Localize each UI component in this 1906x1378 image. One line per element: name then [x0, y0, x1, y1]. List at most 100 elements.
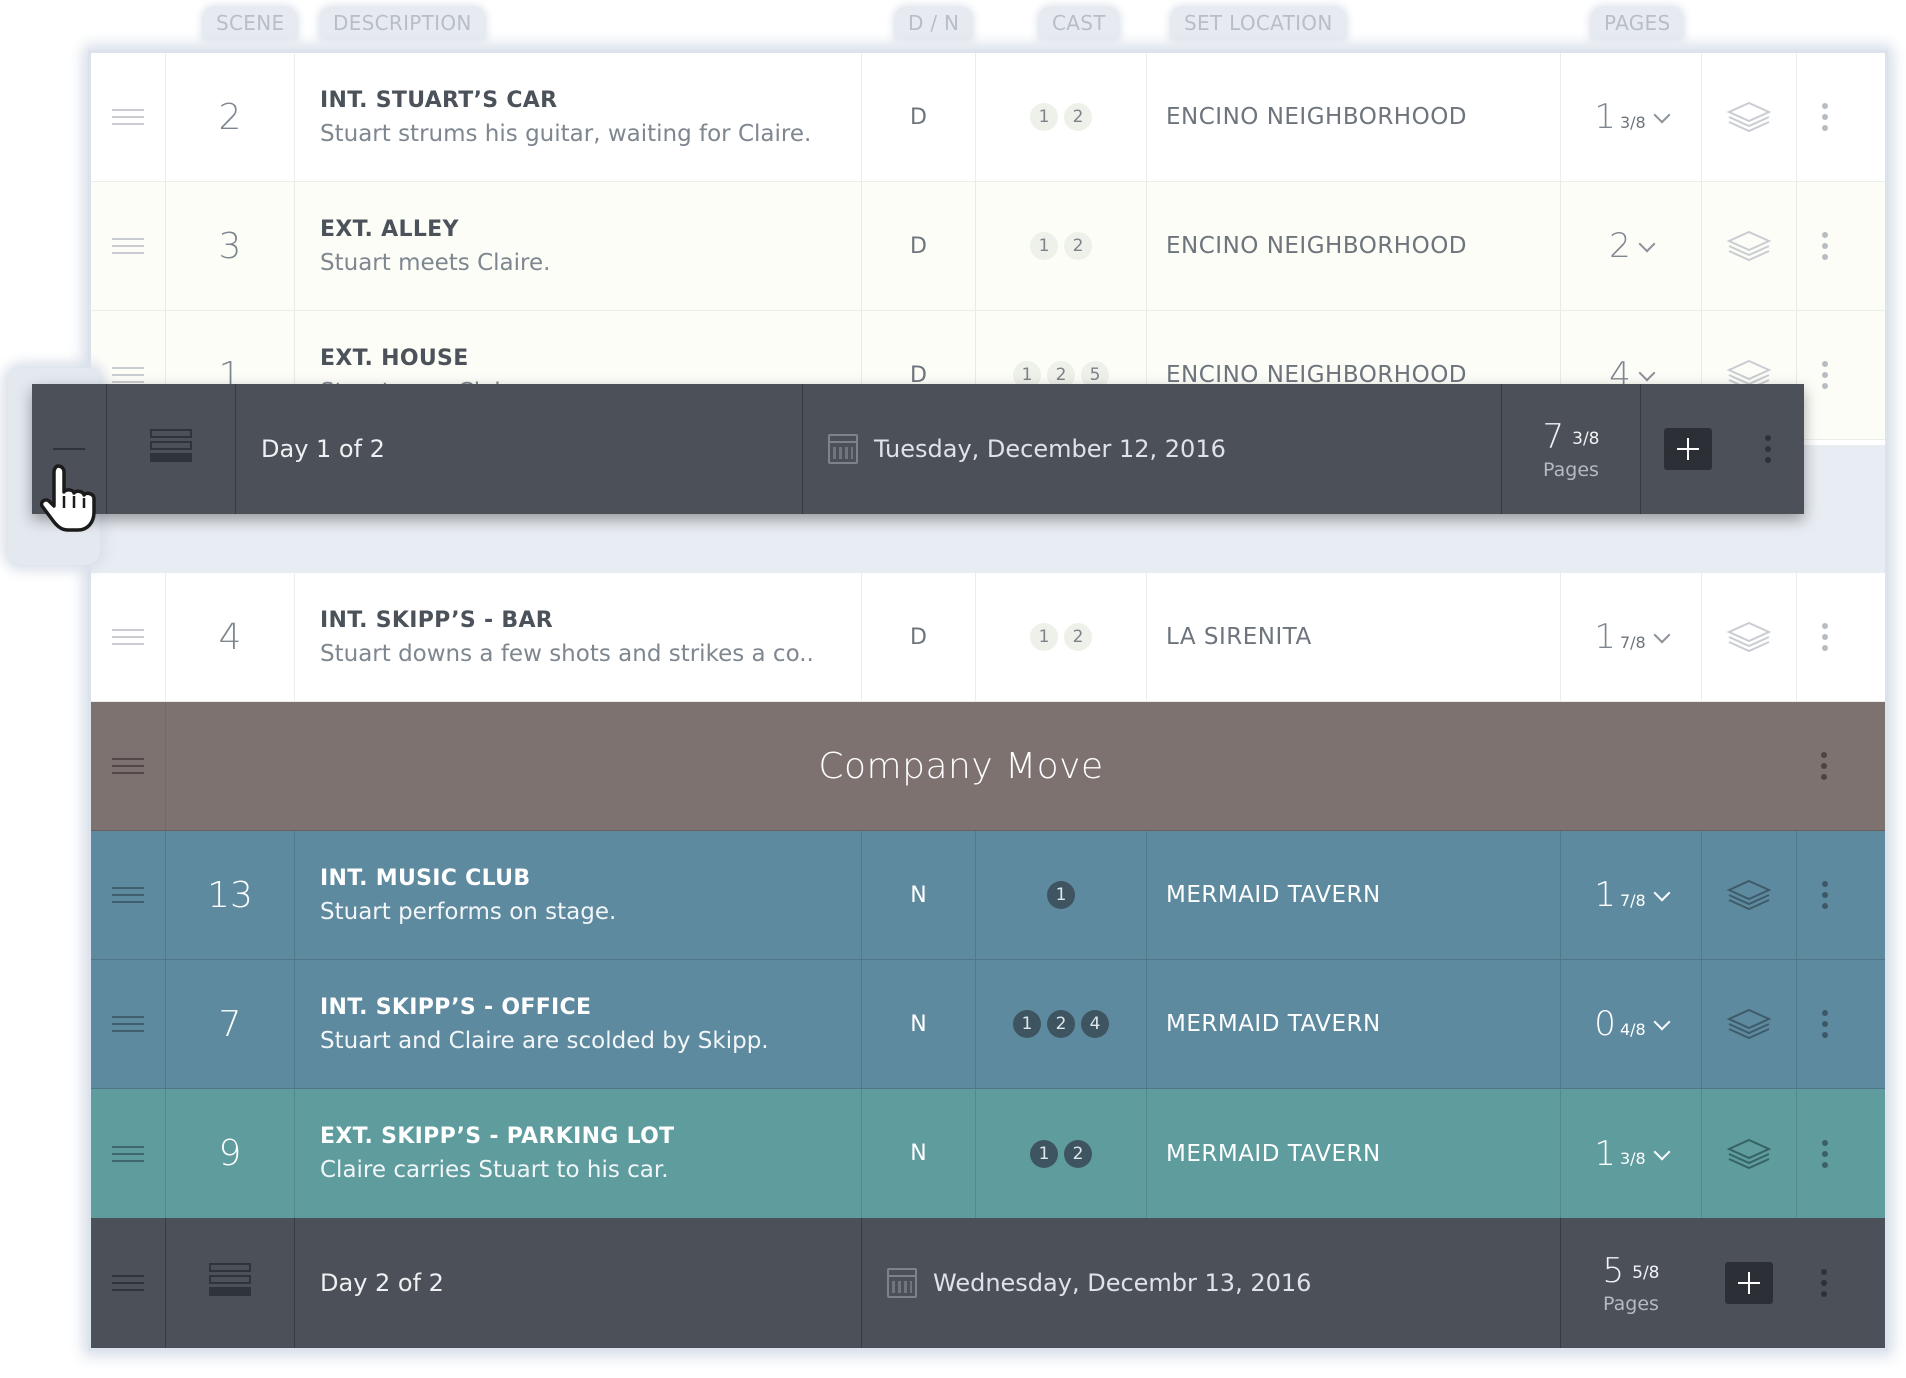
- pages-dropdown[interactable]: 1 3/8: [1560, 1089, 1701, 1218]
- more-vertical-icon[interactable]: [1796, 311, 1885, 439]
- scene-strip[interactable]: 7 INT. SKIPP’S - OFFICE Stuart and Clair…: [91, 960, 1885, 1089]
- scene-description: INT. MUSIC CLUB Stuart performs on stage…: [294, 831, 861, 959]
- scene-heading: EXT. SKIPP’S - PARKING LOT: [320, 1124, 675, 1149]
- drag-handle-icon[interactable]: [91, 1218, 165, 1348]
- day-night: D: [861, 573, 975, 701]
- drag-handle-icon[interactable]: [91, 53, 165, 181]
- cast-chip[interactable]: 1: [1030, 1139, 1058, 1168]
- day-break-strip[interactable]: Day 2 of 2 Wednesday, Decembr 13, 2016 5…: [91, 1218, 1885, 1348]
- cast-chip[interactable]: 1: [1047, 881, 1075, 909]
- scene-number: 7: [165, 960, 294, 1088]
- pages-dropdown[interactable]: 1 7/8: [1560, 573, 1701, 701]
- drag-handle-icon[interactable]: [91, 311, 165, 439]
- scene-number: 9: [165, 1089, 294, 1218]
- chevron-down-icon: [1638, 364, 1656, 382]
- day-pages-label: Pages: [1603, 1293, 1659, 1315]
- column-header-cast[interactable]: CAST: [1040, 8, 1118, 38]
- more-vertical-icon[interactable]: [1796, 960, 1885, 1088]
- more-vertical-icon[interactable]: [1796, 831, 1885, 959]
- cast-chip[interactable]: 2: [1047, 1010, 1075, 1038]
- more-vertical-icon[interactable]: [1796, 1089, 1885, 1218]
- pages-fraction: 7/8: [1619, 632, 1646, 652]
- scene-strip[interactable]: 4 INT. SKIPP’S - BAR Stuart downs a few …: [91, 573, 1885, 702]
- pages-fraction: 7/8: [1619, 890, 1646, 910]
- more-vertical-icon[interactable]: [1796, 1218, 1885, 1348]
- layers-icon[interactable]: [1701, 573, 1796, 701]
- cast-chip[interactable]: 1: [1030, 232, 1058, 260]
- day-pages-fraction: 5/8: [1632, 1263, 1660, 1283]
- cast-chip[interactable]: 2: [1064, 232, 1092, 260]
- pages-whole: 1: [1594, 617, 1616, 657]
- cast-chip[interactable]: 4: [1081, 1010, 1109, 1038]
- scene-heading: INT. STUART’S CAR: [320, 87, 558, 113]
- scene-description: EXT. SKIPP’S - PARKING LOT Claire carrie…: [294, 1089, 861, 1218]
- cast-list: 1 2: [975, 182, 1146, 310]
- layers-icon[interactable]: [1701, 182, 1796, 310]
- company-move-label: Company Move: [165, 702, 1796, 830]
- layers-icon[interactable]: [1701, 53, 1796, 181]
- drag-handle-icon[interactable]: [32, 384, 106, 514]
- set-location: ENCINO NEIGHBORHOOD: [1146, 182, 1560, 310]
- more-vertical-icon[interactable]: [1796, 573, 1885, 701]
- scene-synopsis: Stuart downs a few shots and strikes a c…: [320, 640, 814, 667]
- add-strip-button[interactable]: [1701, 1218, 1796, 1348]
- pages-whole: 0: [1594, 1004, 1616, 1044]
- pages-fraction: 4/8: [1619, 1019, 1646, 1039]
- pages-dropdown[interactable]: 0 4/8: [1560, 960, 1701, 1088]
- scene-number: 13: [165, 831, 294, 959]
- column-header-scene[interactable]: SCENE: [204, 8, 297, 38]
- scene-synopsis: Stuart performs on stage.: [320, 898, 617, 925]
- column-header-dn[interactable]: D / N: [896, 8, 972, 38]
- cast-list: 1: [975, 831, 1146, 959]
- scene-strip[interactable]: 3 EXT. ALLEY Stuart meets Claire. D 1 2 …: [91, 182, 1885, 311]
- cast-chip[interactable]: 2: [1064, 103, 1092, 131]
- drag-handle-icon[interactable]: [91, 702, 165, 830]
- more-vertical-icon[interactable]: [1796, 182, 1885, 310]
- drag-handle-icon[interactable]: [91, 182, 165, 310]
- pages-dropdown[interactable]: 1 3/8: [1560, 53, 1701, 181]
- cast-list: 1 2: [975, 573, 1146, 701]
- scene-heading: EXT. ALLEY: [320, 216, 459, 242]
- more-vertical-icon[interactable]: [1735, 384, 1804, 514]
- day-label: Day 2 of 2: [294, 1218, 861, 1348]
- cast-list: 1 2: [975, 53, 1146, 181]
- drag-handle-icon[interactable]: [91, 960, 165, 1088]
- scene-synopsis: Stuart strums his guitar, waiting for Cl…: [320, 120, 812, 147]
- cast-chip[interactable]: 1: [1013, 1010, 1041, 1038]
- cast-chip[interactable]: 2: [1064, 1139, 1092, 1168]
- layers-icon[interactable]: [1701, 831, 1796, 959]
- plus-icon: [1724, 1262, 1773, 1304]
- stripboard: 2 INT. STUART’S CAR Stuart strums his gu…: [91, 53, 1885, 1348]
- set-location: MERMAID TAVERN: [1146, 960, 1560, 1088]
- day-break-strip-dragging[interactable]: Day 1 of 2 Tuesday, December 12, 2016 7 …: [32, 384, 1804, 514]
- layers-icon[interactable]: [1701, 960, 1796, 1088]
- drag-handle-icon[interactable]: [91, 573, 165, 701]
- drag-handle-icon[interactable]: [91, 831, 165, 959]
- cast-chip[interactable]: 2: [1064, 623, 1092, 651]
- pages-dropdown[interactable]: 1 7/8: [1560, 831, 1701, 959]
- more-vertical-icon[interactable]: [1796, 53, 1885, 181]
- column-header-description[interactable]: DESCRIPTION: [321, 8, 484, 38]
- pages-whole: 1: [1594, 1133, 1616, 1174]
- layers-icon[interactable]: [1701, 1089, 1796, 1218]
- stripboard-icon: [106, 384, 235, 514]
- scene-heading: INT. SKIPP’S - OFFICE: [320, 994, 592, 1020]
- scene-strip[interactable]: 9 EXT. SKIPP’S - PARKING LOT Claire carr…: [91, 1089, 1885, 1218]
- scene-strip[interactable]: 13 INT. MUSIC CLUB Stuart performs on st…: [91, 831, 1885, 960]
- scene-description: EXT. ALLEY Stuart meets Claire.: [294, 182, 861, 310]
- add-strip-button[interactable]: [1640, 384, 1735, 514]
- column-header-pages[interactable]: PAGES: [1592, 8, 1683, 38]
- more-vertical-icon[interactable]: [1796, 702, 1885, 830]
- shoot-date[interactable]: Wednesday, Decembr 13, 2016: [861, 1218, 1560, 1348]
- scene-strip[interactable]: 2 INT. STUART’S CAR Stuart strums his gu…: [91, 53, 1885, 182]
- scene-number: 3: [165, 182, 294, 310]
- company-move-banner[interactable]: Company Move: [91, 702, 1885, 831]
- set-location: MERMAID TAVERN: [1146, 831, 1560, 959]
- set-location: ENCINO NEIGHBORHOOD: [1146, 311, 1560, 439]
- cast-chip[interactable]: 1: [1030, 103, 1058, 131]
- drag-handle-icon[interactable]: [91, 1089, 165, 1218]
- cast-chip[interactable]: 1: [1030, 623, 1058, 651]
- shoot-date[interactable]: Tuesday, December 12, 2016: [802, 384, 1501, 514]
- column-header-location[interactable]: SET LOCATION: [1172, 8, 1345, 38]
- pages-dropdown[interactable]: 2: [1560, 182, 1701, 310]
